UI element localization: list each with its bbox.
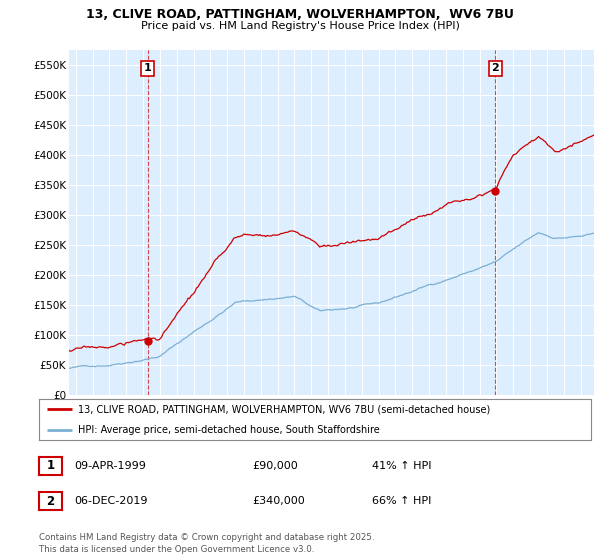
Text: 2: 2 <box>46 494 55 508</box>
Text: 13, CLIVE ROAD, PATTINGHAM, WOLVERHAMPTON, WV6 7BU (semi-detached house): 13, CLIVE ROAD, PATTINGHAM, WOLVERHAMPTO… <box>77 404 490 414</box>
Text: Price paid vs. HM Land Registry's House Price Index (HPI): Price paid vs. HM Land Registry's House … <box>140 21 460 31</box>
Text: 66% ↑ HPI: 66% ↑ HPI <box>372 496 431 506</box>
Text: 2: 2 <box>491 63 499 73</box>
Text: £340,000: £340,000 <box>252 496 305 506</box>
Text: HPI: Average price, semi-detached house, South Staffordshire: HPI: Average price, semi-detached house,… <box>77 424 379 435</box>
Text: 13, CLIVE ROAD, PATTINGHAM, WOLVERHAMPTON,  WV6 7BU: 13, CLIVE ROAD, PATTINGHAM, WOLVERHAMPTO… <box>86 8 514 21</box>
Text: 06-DEC-2019: 06-DEC-2019 <box>74 496 148 506</box>
Text: 1: 1 <box>144 63 151 73</box>
Text: 41% ↑ HPI: 41% ↑ HPI <box>372 461 431 471</box>
Text: 09-APR-1999: 09-APR-1999 <box>74 461 146 471</box>
Text: £90,000: £90,000 <box>252 461 298 471</box>
Text: 1: 1 <box>46 459 55 473</box>
Text: Contains HM Land Registry data © Crown copyright and database right 2025.
This d: Contains HM Land Registry data © Crown c… <box>39 533 374 554</box>
